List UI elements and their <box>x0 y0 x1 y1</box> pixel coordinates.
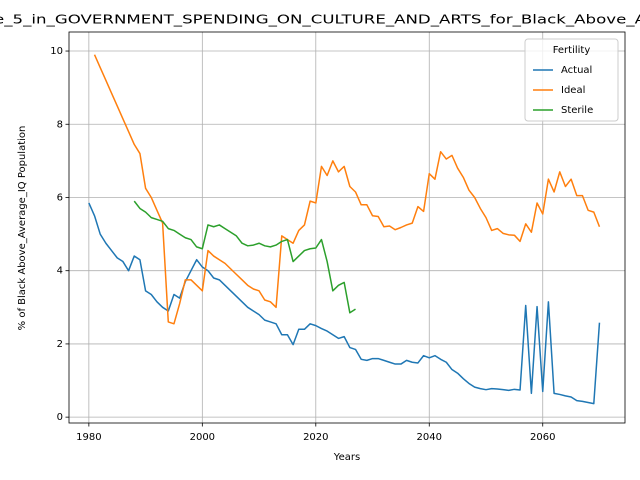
y-tick-label: 2 <box>57 339 63 350</box>
y-tick-label: 6 <box>57 192 63 203</box>
legend-label: Sterile <box>561 105 593 116</box>
legend-box <box>524 38 619 122</box>
legend-label: Ideal <box>561 85 585 96</box>
y-tick-label: 4 <box>57 266 63 277</box>
x-tick-label: 2040 <box>417 432 442 443</box>
legend-title: Fertility <box>553 45 591 56</box>
x-tick-label: 1980 <box>76 432 101 443</box>
plot-frame <box>68 31 626 424</box>
chart-title: e_5_in_GOVERNMENT_SPENDING_ON_CULTURE_AN… <box>0 13 640 27</box>
series-line <box>133 200 356 314</box>
y-tick-label: 8 <box>57 119 63 130</box>
x-axis-label: Years <box>333 452 360 463</box>
x-tick-label: 2060 <box>530 432 555 443</box>
x-tick-label: 2020 <box>303 432 328 443</box>
legend-label: Actual <box>561 65 592 76</box>
legend: Fertility Actual Ideal Sterile <box>524 38 619 122</box>
x-tick-label: 2000 <box>190 432 215 443</box>
y-axis-label: % of Black Above_Average_IQ Population <box>17 126 28 331</box>
y-tick-label: 10 <box>50 46 63 57</box>
series-line <box>88 202 601 405</box>
y-tick-label: 0 <box>57 412 63 423</box>
series-line <box>93 54 601 325</box>
